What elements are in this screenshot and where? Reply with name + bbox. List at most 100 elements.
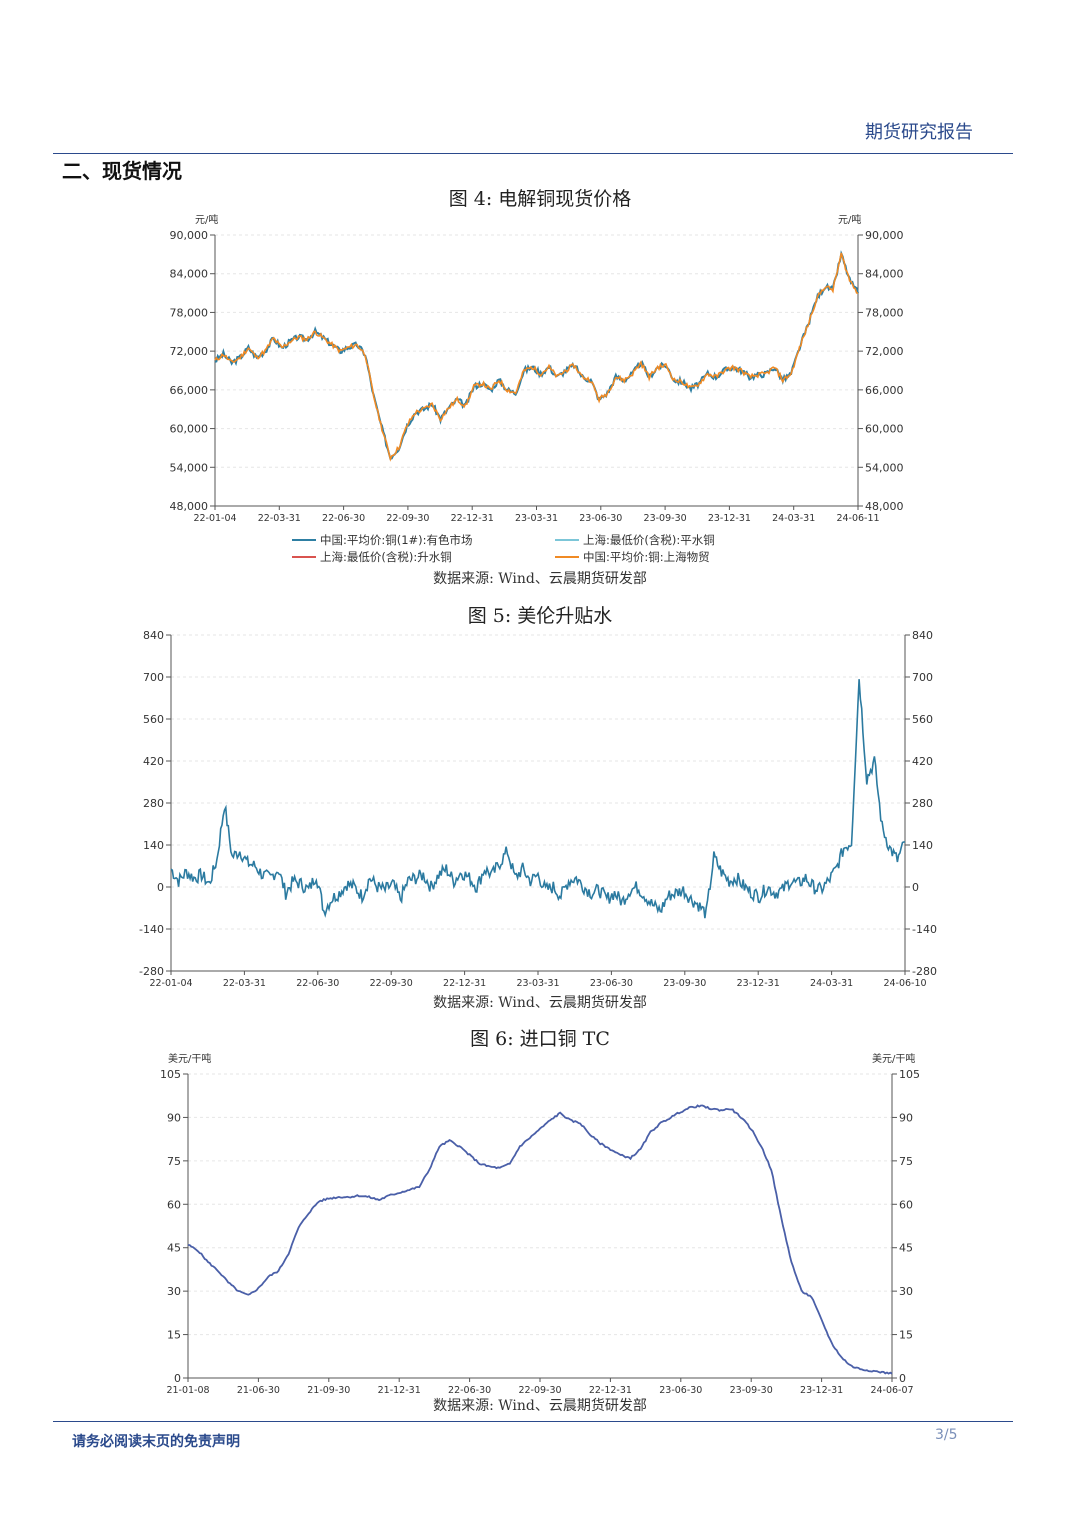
y-tick-label: -280: [912, 965, 937, 978]
y-tick-label: 45: [899, 1242, 913, 1255]
x-tick-label: 23-12-31: [708, 513, 751, 524]
y-tick-label: 140: [912, 839, 933, 852]
x-tick-label: 22-09-30: [370, 978, 413, 989]
series-line: [187, 1104, 893, 1375]
y-tick-label: 90: [899, 1111, 913, 1124]
figure-4-title: 图 4: 电解铜现货价格: [448, 188, 632, 210]
disclaimer-note: 请务必阅读末页的免责声明: [72, 1434, 240, 1450]
x-tick-label: 24-03-31: [810, 978, 853, 989]
x-tick-label: 23-09-30: [730, 1385, 773, 1396]
footer-rule: [53, 1421, 1013, 1422]
y-tick-label: 66,000: [170, 384, 209, 397]
y-tick-label: 60: [167, 1198, 181, 1211]
copper-spot-price-chart: 48,000 48,000 54,000 54,000 60,000 60,000 66,0…: [170, 213, 904, 564]
x-tick-label: 22-12-31: [589, 1385, 632, 1396]
legend-label: 中国:平均价:铜:上海物贸: [583, 550, 710, 564]
y-tick-label: 78,000: [865, 306, 904, 319]
x-tick-label: 23-12-31: [800, 1385, 843, 1396]
x-tick-label: 22-01-04: [149, 978, 192, 989]
x-tick-label: 22-06-30: [322, 513, 365, 524]
x-tick-label: 21-01-08: [166, 1385, 209, 1396]
figure-4-source: 数据来源: Wind、云晨期货研发部: [433, 571, 647, 587]
y-tick-label: 0: [174, 1372, 181, 1385]
y-tick-label: 60,000: [865, 423, 904, 436]
y-tick-label: 700: [143, 671, 164, 684]
x-tick-label: 21-12-31: [378, 1385, 421, 1396]
x-tick-label: 22-12-31: [443, 978, 486, 989]
x-tick-label: 23-06-30: [590, 978, 633, 989]
y-tick-label: 60: [899, 1198, 913, 1211]
legend-label: 中国:平均价:铜(1#):有色市场: [320, 533, 473, 547]
y-tick-label: 840: [912, 629, 933, 642]
report-header-title: 期货研究报告: [865, 122, 973, 143]
x-tick-label: 22-03-31: [258, 513, 301, 524]
premium-discount-chart: -280 -280 -140 -140 0 0 140 140 280 280 420 420 560 5…: [139, 629, 937, 989]
y-tick-label: 90: [167, 1111, 181, 1124]
x-tick-label: 21-09-30: [307, 1385, 350, 1396]
section-title: 二、现货情况: [62, 159, 182, 183]
y-unit-left: 元/吨: [195, 213, 218, 226]
y-tick-label: 420: [143, 755, 164, 768]
y-tick-label: 78,000: [170, 306, 209, 319]
x-tick-label: 24-06-11: [836, 513, 879, 524]
page-number: 3/5: [935, 1427, 958, 1443]
y-tick-label: 84,000: [170, 268, 209, 281]
y-tick-label: 66,000: [865, 384, 904, 397]
figure-5-source: 数据来源: Wind、云晨期货研发部: [433, 995, 647, 1011]
figure-6-source: 数据来源: Wind、云晨期货研发部: [433, 1398, 647, 1414]
series-line-1: [214, 250, 859, 460]
y-tick-label: 0: [899, 1372, 906, 1385]
y-tick-label: 30: [167, 1285, 181, 1298]
y-tick-label: 54,000: [170, 461, 209, 474]
x-tick-label: 23-03-31: [516, 978, 559, 989]
y-tick-label: 72,000: [865, 345, 904, 358]
y-tick-label: 75: [899, 1155, 913, 1168]
y-tick-label: 15: [167, 1329, 181, 1342]
x-tick-label: 23-09-30: [663, 978, 706, 989]
figure-6-title: 图 6: 进口铜 TC: [470, 1028, 610, 1050]
y-tick-label: 280: [912, 797, 933, 810]
header-rule: [53, 153, 1013, 154]
y-tick-label: 48,000: [865, 500, 904, 513]
y-tick-label: 140: [143, 839, 164, 852]
y-tick-label: -140: [139, 923, 164, 936]
y-tick-label: 84,000: [865, 268, 904, 281]
x-tick-label: 22-01-04: [193, 513, 236, 524]
y-tick-label: 105: [899, 1068, 920, 1081]
x-tick-label: 23-12-31: [737, 978, 780, 989]
x-tick-label: 24-06-10: [883, 978, 926, 989]
x-tick-label: 23-06-30: [659, 1385, 702, 1396]
y-tick-label: 75: [167, 1155, 181, 1168]
x-tick-label: 22-06-30: [448, 1385, 491, 1396]
x-tick-label: 24-06-07: [870, 1385, 913, 1396]
y-tick-label: 90,000: [865, 229, 904, 242]
x-tick-label: 22-06-30: [296, 978, 339, 989]
y-tick-label: 0: [912, 881, 919, 894]
legend-label: 上海:最低价(含税):平水铜: [583, 533, 715, 547]
x-tick-label: 24-03-31: [772, 513, 815, 524]
y-tick-label: 560: [912, 713, 933, 726]
series-line-4: [214, 252, 859, 462]
y-tick-label: 90,000: [170, 229, 209, 242]
y-tick-label: 700: [912, 671, 933, 684]
x-tick-label: 23-09-30: [644, 513, 687, 524]
y-tick-label: -280: [139, 965, 164, 978]
y-unit-left: 美元/干吨: [168, 1052, 211, 1065]
y-tick-label: -140: [912, 923, 937, 936]
series-line: [170, 679, 905, 919]
y-tick-label: 45: [167, 1242, 181, 1255]
y-tick-label: 60,000: [170, 423, 209, 436]
y-tick-label: 48,000: [170, 500, 209, 513]
y-tick-label: 15: [899, 1329, 913, 1342]
x-tick-label: 22-09-30: [518, 1385, 561, 1396]
x-tick-label: 23-06-30: [579, 513, 622, 524]
x-tick-label: 23-03-31: [515, 513, 558, 524]
y-tick-label: 30: [899, 1285, 913, 1298]
x-tick-label: 22-12-31: [451, 513, 494, 524]
import-copper-tc-chart: 0 0 15 15 30 30 45 45 60 60 75 75 90 90 105 105 21-01-08…: [160, 1052, 920, 1396]
y-tick-label: 105: [160, 1068, 181, 1081]
x-tick-label: 22-03-31: [223, 978, 266, 989]
y-tick-label: 54,000: [865, 461, 904, 474]
y-tick-label: 840: [143, 629, 164, 642]
y-unit-right: 美元/干吨: [872, 1052, 915, 1065]
